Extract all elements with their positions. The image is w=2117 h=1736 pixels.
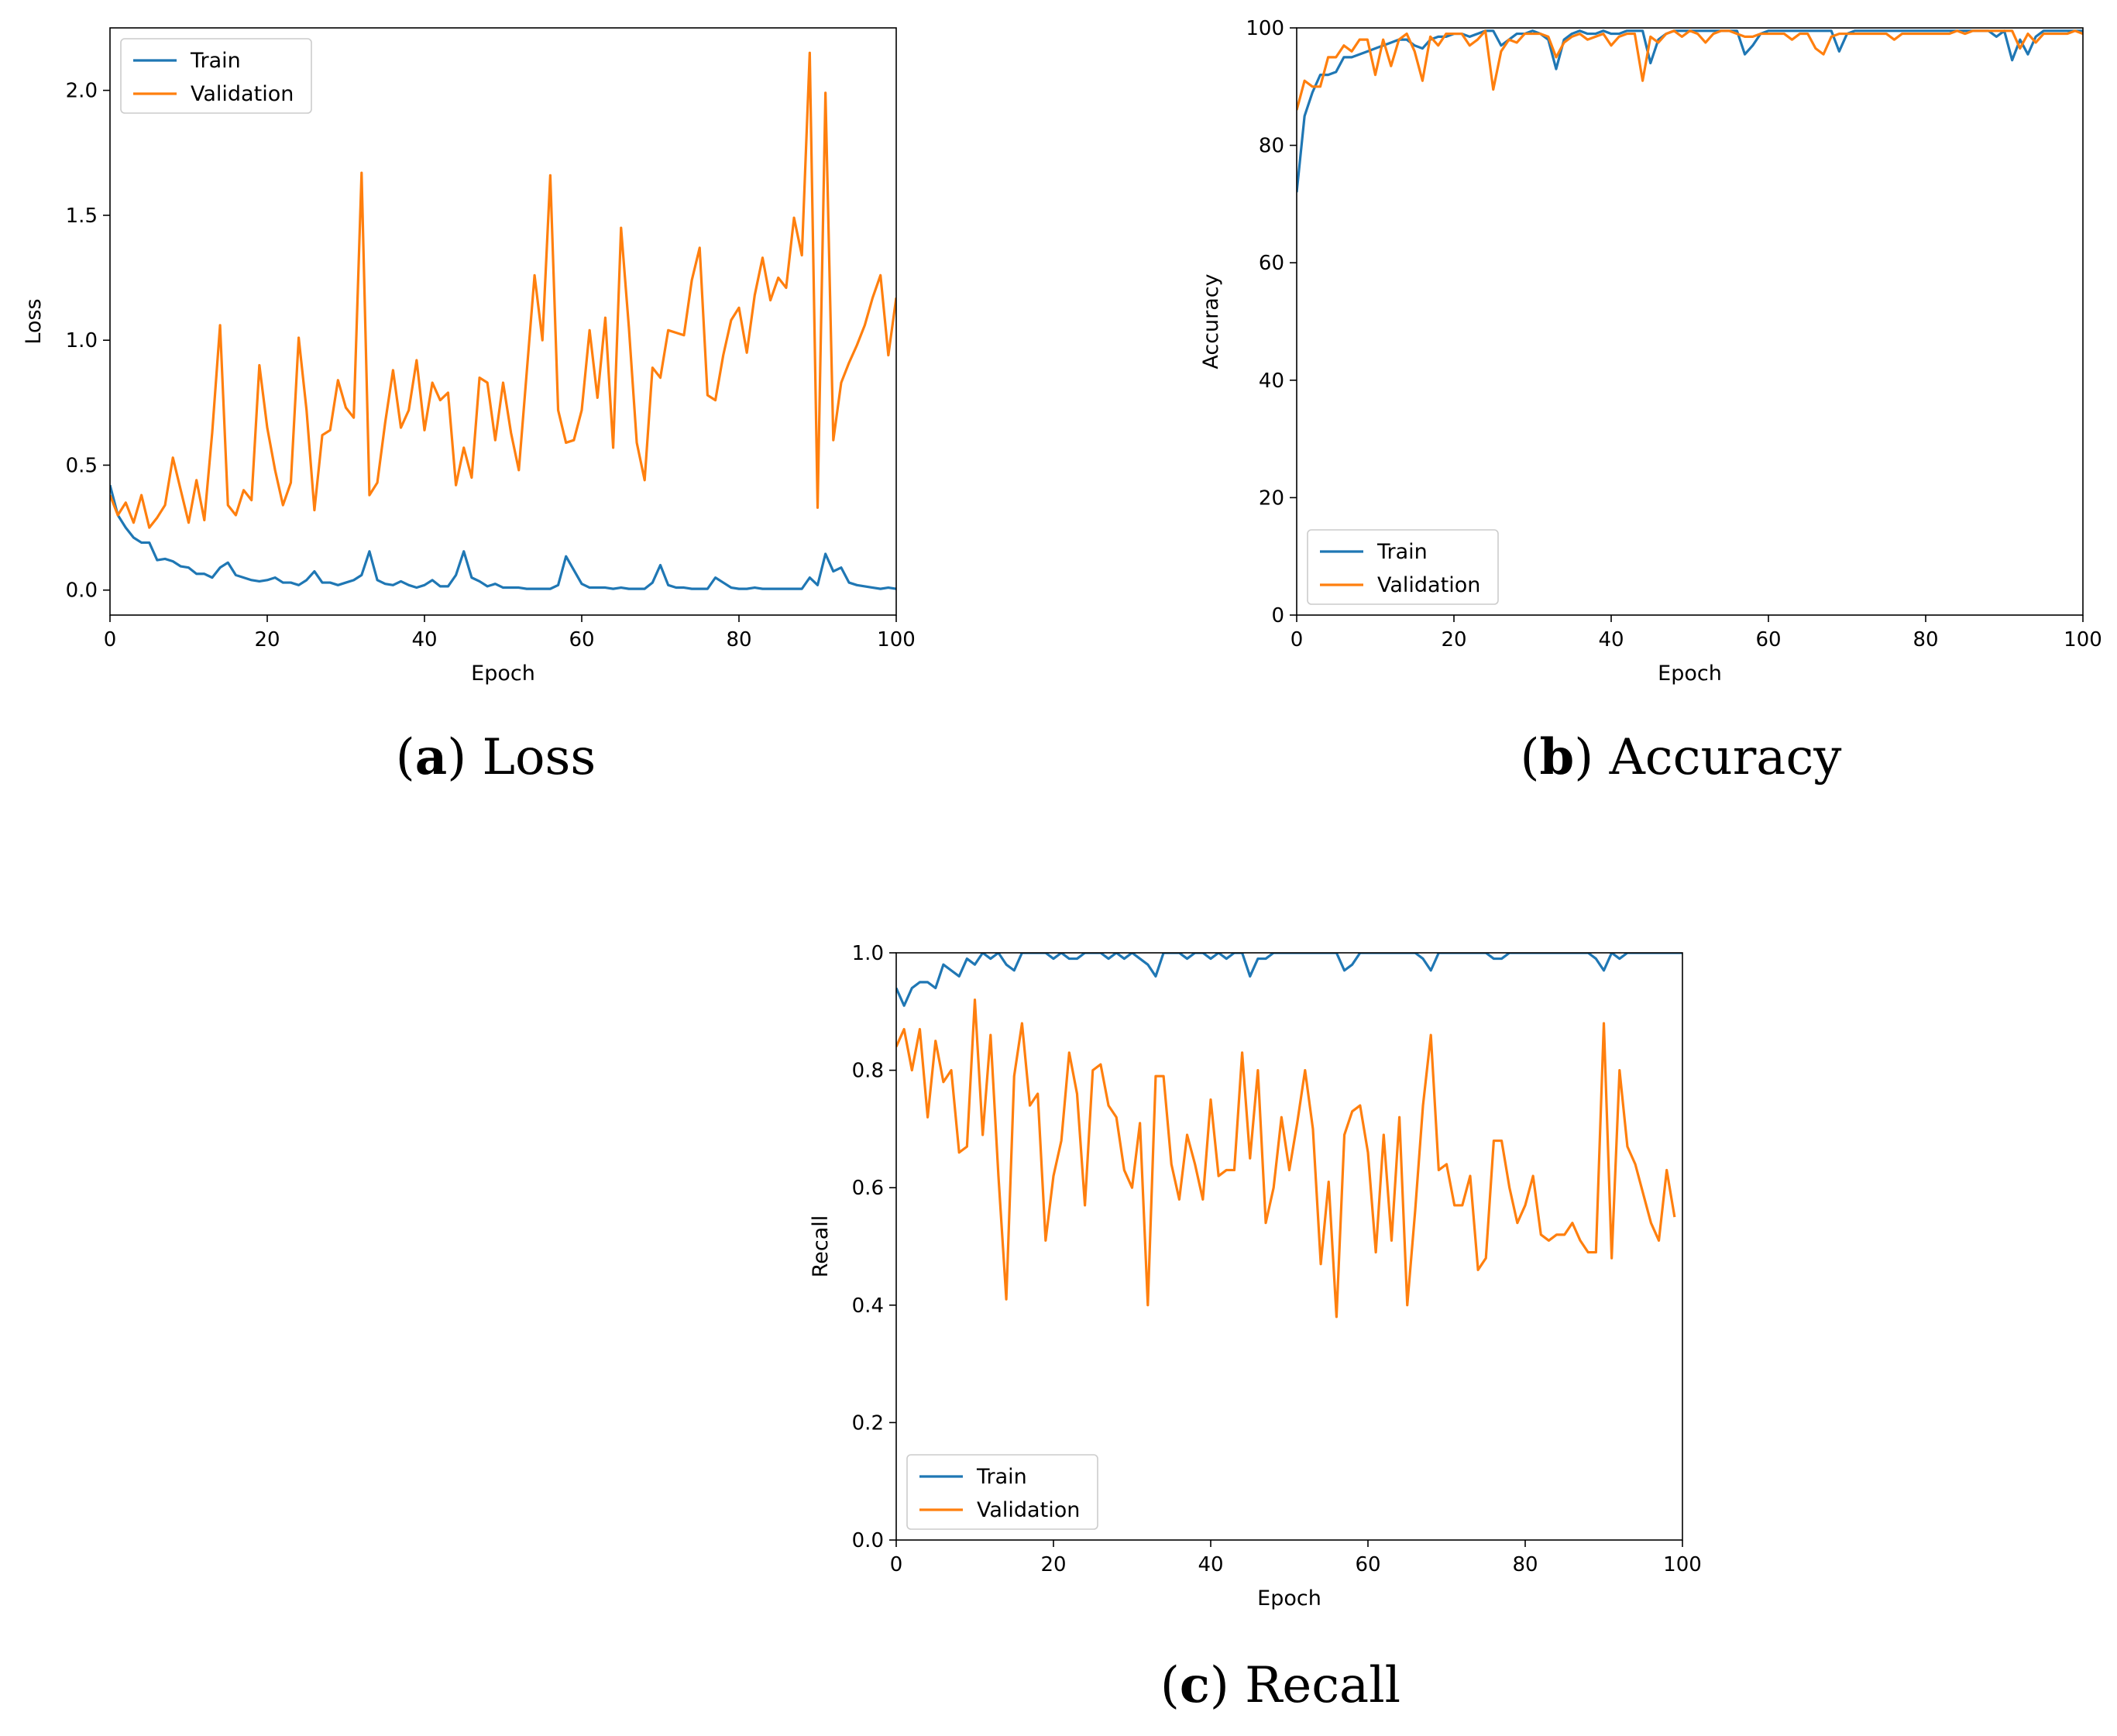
y-tick-label: 1.0	[852, 942, 884, 965]
plot-frame	[109, 27, 897, 616]
y-axis-label: Accuracy	[1199, 273, 1223, 369]
legend-label-validation: Validation	[1377, 573, 1480, 597]
y-tick-label: 0	[1271, 604, 1284, 627]
series-line-validation	[1297, 29, 2083, 111]
x-tick-label: 40	[1198, 1553, 1223, 1576]
legend: Train Validation	[120, 38, 312, 114]
plot-frame	[1296, 27, 2084, 616]
y-tick-label: 0.8	[852, 1060, 884, 1083]
x-tick-label: 0	[1290, 628, 1304, 651]
x-tick-label: 80	[1913, 628, 1938, 651]
plot-lines	[1297, 29, 2083, 193]
legend: Train Validation	[906, 1454, 1098, 1530]
y-tick-label: 2.0	[66, 80, 98, 103]
series-line-train	[110, 484, 896, 590]
legend-label-train: Train	[976, 1465, 1027, 1489]
chart-loss: 0 20 40 60 80 100 0.0 0.5 1.0 1.5 2.0 Epoch Loss Trai…	[22, 27, 916, 686]
y-tick-label: 0.6	[852, 1177, 884, 1200]
legend-label-train: Train	[190, 49, 241, 73]
x-tick-label: 60	[1355, 1553, 1380, 1576]
x-tick-label: 80	[726, 628, 751, 651]
x-axis-label: Epoch	[471, 662, 535, 686]
legend-label-validation: Validation	[977, 1498, 1080, 1522]
plot-frame	[895, 952, 1683, 1541]
x-axis-label: Epoch	[1658, 662, 1722, 686]
x-tick-label: 100	[1663, 1553, 1702, 1576]
y-tick-label: 1.5	[66, 205, 98, 228]
chart-recall: 0 20 40 60 80 100 0.0 0.2 0.4 0.6 0.8 1.0 Epoch Recal…	[809, 942, 1702, 1611]
legend-label-train: Train	[1376, 540, 1428, 564]
y-tick-label: 0.4	[852, 1294, 884, 1318]
x-axis-label: Epoch	[1257, 1586, 1321, 1611]
x-tick-label: 0	[104, 628, 117, 651]
caption-loss: (a) Loss	[395, 728, 596, 786]
y-tick-label: 100	[1246, 17, 1284, 40]
legend-label-validation: Validation	[191, 82, 294, 106]
y-tick-label: 0.0	[66, 579, 98, 603]
y-tick-label: 60	[1259, 252, 1284, 275]
series-line-train	[896, 953, 1682, 1007]
plot-lines	[110, 51, 896, 590]
series-line-validation	[896, 999, 1676, 1318]
x-tick-label: 100	[877, 628, 916, 651]
y-tick-label: 0.0	[852, 1529, 884, 1552]
y-tick-label: 1.0	[66, 329, 98, 352]
legend: Train Validation	[1307, 529, 1499, 605]
x-tick-label: 0	[890, 1553, 903, 1576]
x-tick-label: 20	[1040, 1553, 1066, 1576]
x-tick-label: 40	[411, 628, 437, 651]
x-tick-label: 80	[1512, 1553, 1538, 1576]
plot-lines	[896, 953, 1682, 1318]
y-tick-label: 40	[1259, 370, 1284, 393]
y-tick-label: 0.2	[852, 1411, 884, 1435]
x-tick-label: 20	[1441, 628, 1466, 651]
x-tick-label: 60	[1755, 628, 1781, 651]
y-axis-label: Recall	[809, 1215, 833, 1278]
caption-recall: (c) Recall	[1160, 1656, 1401, 1714]
x-tick-label: 100	[2064, 628, 2102, 651]
y-tick-label: 80	[1259, 135, 1284, 158]
series-line-validation	[110, 51, 896, 529]
chart-accuracy: 0 20 40 60 80 100 0 20 40 60 80 100 Epoch Accuracy Tra…	[1199, 17, 2102, 686]
y-tick-label: 0.5	[66, 454, 98, 477]
x-tick-label: 40	[1598, 628, 1624, 651]
x-tick-label: 20	[254, 628, 280, 651]
y-tick-label: 20	[1259, 486, 1284, 510]
y-axis-label: Loss	[22, 298, 46, 344]
x-tick-label: 60	[569, 628, 594, 651]
caption-accuracy: (b) Accuracy	[1520, 728, 1842, 786]
